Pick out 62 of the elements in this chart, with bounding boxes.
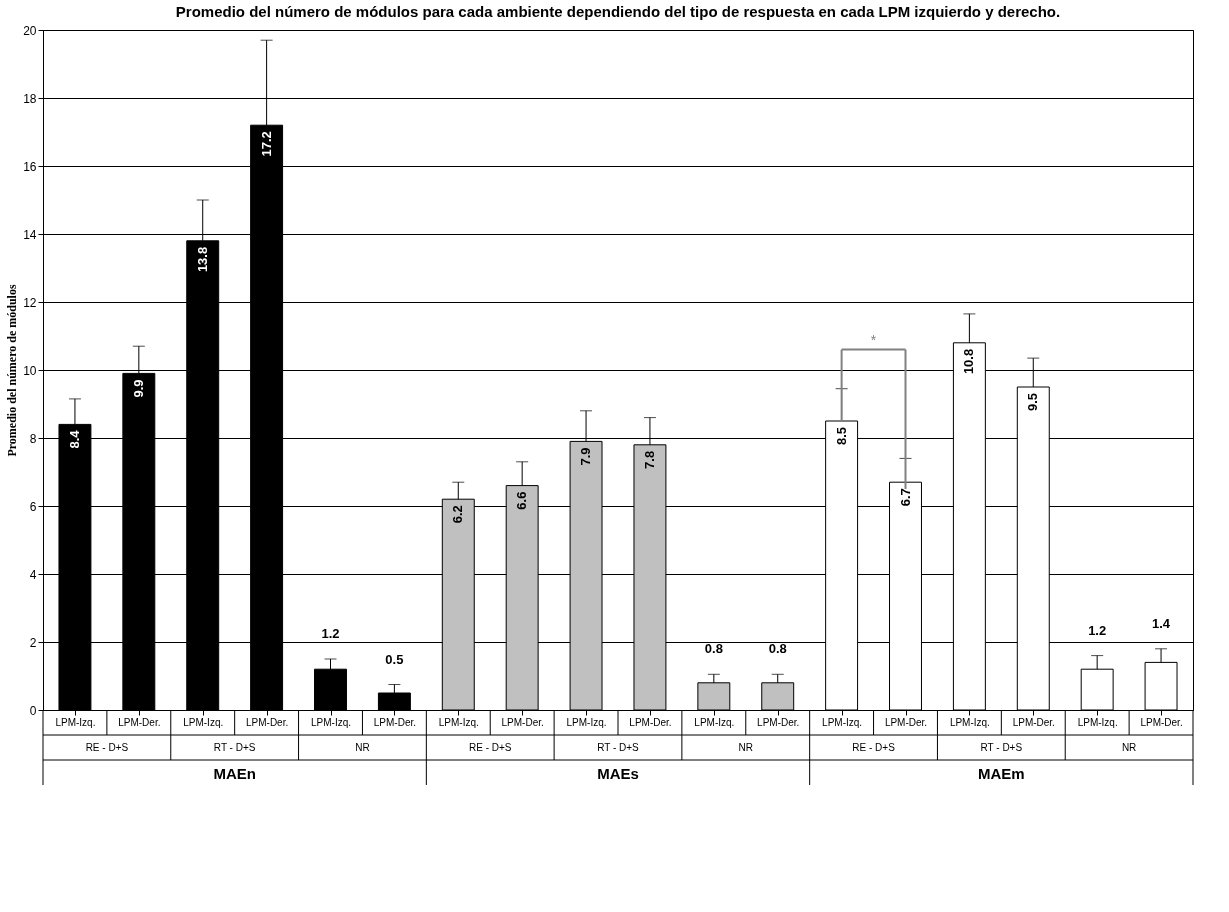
text: RT - D+S <box>597 742 640 753</box>
data-label: 13.8 <box>194 246 210 273</box>
chart-title: Promedio del número de módulos para cada ambiente dependiendo del tipo de respuesta en cada LPM izquierdo y derecho. <box>175 3 1061 20</box>
y-tick-label: 10 <box>23 363 37 378</box>
data-label: 1.4 <box>1152 615 1171 631</box>
data-label: 0.8 <box>768 641 787 657</box>
text: NR <box>355 742 370 753</box>
x-tick-label: LPM-Der. <box>501 716 544 728</box>
y-tick-label: 0 <box>29 703 37 718</box>
x-tick-label: LPM-Izq. <box>183 716 224 728</box>
text: MAEm <box>978 765 1025 782</box>
data-label: 0.8 <box>704 641 723 657</box>
x-tick-label: LPM-Izq. <box>438 716 479 728</box>
data-label: 9.5 <box>1025 393 1041 412</box>
x-tick-label: LPM-Izq. <box>949 716 990 728</box>
x-tick-label: LPM-Der. <box>629 716 672 728</box>
x-tick-label: LPM-Der. <box>245 716 289 728</box>
y-tick-label: 16 <box>23 159 37 174</box>
data-label: 8.5 <box>833 427 849 446</box>
data-label: 1.2 <box>1088 622 1107 638</box>
y-axis-title: Promedio del número de módulos <box>5 284 20 457</box>
x-tick-label: LPM-Der. <box>1140 716 1183 728</box>
data-label: 6.6 <box>514 491 530 510</box>
x-tick-label: LPM-Der. <box>373 716 417 728</box>
text: RE - D+S <box>468 742 512 753</box>
text: RT - D+S <box>213 742 256 753</box>
text: RT - D+S <box>980 742 1023 753</box>
data-label: 0.5 <box>385 651 404 667</box>
data-label: 7.9 <box>578 447 594 466</box>
x-tick-label: LPM-Izq. <box>566 716 607 728</box>
x-tick-label: LPM-Izq. <box>822 716 863 728</box>
data-label: 1.2 <box>321 626 340 641</box>
text: NR <box>1121 742 1137 753</box>
y-tick-label: 8 <box>29 431 37 446</box>
y-tick-label: 14 <box>23 227 37 242</box>
data-label: 7.8 <box>641 450 657 469</box>
text: MAEs <box>597 765 639 782</box>
annotation: * <box>870 331 877 348</box>
text: RE - D+S <box>852 742 896 753</box>
x-tick-label: LPM-Izq. <box>310 716 352 728</box>
text: NR <box>738 742 753 753</box>
text: RE - D+S <box>85 742 129 753</box>
data-label: 9.9 <box>130 379 146 398</box>
x-tick-label: LPM-Izq. <box>1077 716 1118 728</box>
data-label: 6.2 <box>450 505 466 524</box>
x-tick-label: LPM-Izq. <box>694 716 735 728</box>
data-label: 10.8 <box>961 348 977 375</box>
y-tick-label: 6 <box>29 499 37 514</box>
data-label: 17.2 <box>258 131 274 157</box>
y-tick-label: 20 <box>23 23 37 38</box>
data-label: 6.7 <box>897 488 913 507</box>
y-tick-label: 18 <box>23 91 37 106</box>
text: MAEn <box>213 765 256 782</box>
x-tick-label: LPM-Der. <box>884 716 928 728</box>
x-tick-label: LPM-Izq. <box>55 716 96 728</box>
y-tick-label: 12 <box>23 295 37 310</box>
y-tick-label: 4 <box>29 567 37 582</box>
x-tick-label: LPM-Der. <box>757 716 800 728</box>
x-tick-label: LPM-Der. <box>118 716 161 728</box>
data-label: 8.4 <box>66 429 82 449</box>
x-tick-label: LPM-Der. <box>1012 716 1055 728</box>
y-tick-label: 2 <box>29 635 37 650</box>
